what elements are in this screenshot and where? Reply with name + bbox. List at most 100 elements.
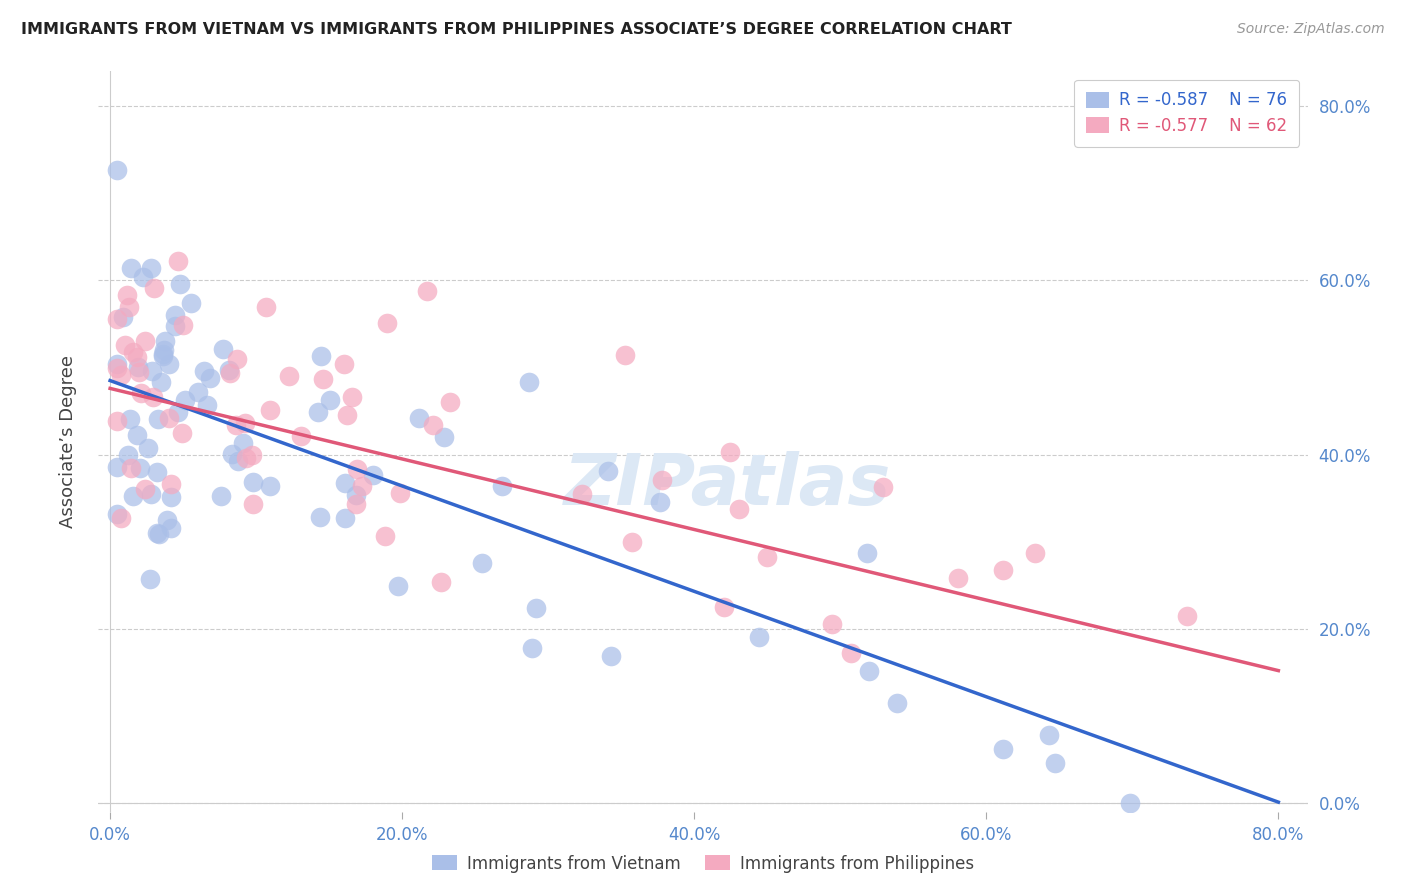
Point	[149, 375, 172, 389]
Point	[134, 334, 156, 348]
Point	[748, 630, 770, 644]
Point	[233, 416, 256, 430]
Point	[318, 393, 340, 408]
Point	[120, 261, 142, 276]
Point	[1038, 728, 1060, 742]
Point	[839, 646, 862, 660]
Point	[127, 350, 149, 364]
Point	[333, 510, 356, 524]
Point	[148, 411, 170, 425]
Point	[290, 429, 312, 443]
Point	[388, 486, 411, 500]
Point	[110, 368, 132, 382]
Point	[571, 486, 593, 500]
Point	[600, 648, 623, 663]
Point	[107, 358, 129, 372]
Point	[429, 574, 451, 589]
Text: Source: ZipAtlas.com: Source: ZipAtlas.com	[1237, 22, 1385, 37]
Point	[193, 364, 215, 378]
Point	[342, 390, 364, 404]
Point	[218, 363, 240, 377]
Point	[232, 435, 254, 450]
Point	[111, 310, 134, 325]
Point	[129, 386, 152, 401]
Point	[120, 461, 142, 475]
Point	[219, 366, 242, 380]
Point	[991, 563, 1014, 577]
Point	[333, 357, 356, 371]
Point	[107, 413, 129, 427]
Point	[152, 349, 174, 363]
Point	[416, 284, 439, 298]
Point	[107, 507, 129, 521]
Point	[439, 395, 461, 409]
Point	[163, 319, 186, 334]
Point	[718, 444, 741, 458]
Text: ZIPatlas: ZIPatlas	[564, 451, 891, 520]
Point	[333, 476, 356, 491]
Point	[114, 338, 136, 352]
Point	[160, 521, 183, 535]
Point	[651, 473, 673, 487]
Point	[107, 312, 129, 326]
Point	[254, 300, 277, 314]
Point	[235, 451, 257, 466]
Point	[517, 375, 540, 389]
Point	[259, 479, 281, 493]
Point	[374, 529, 396, 543]
Point	[110, 511, 132, 525]
Point	[471, 556, 494, 570]
Point	[886, 696, 908, 710]
Point	[377, 316, 399, 330]
Point	[727, 502, 749, 516]
Point	[620, 535, 643, 549]
Point	[240, 448, 263, 462]
Point	[1119, 796, 1142, 810]
Point	[143, 281, 166, 295]
Point	[121, 345, 143, 359]
Point	[307, 405, 329, 419]
Point	[157, 357, 180, 371]
Point	[163, 308, 186, 322]
Point	[166, 405, 188, 419]
Point	[117, 288, 139, 302]
Point	[228, 454, 250, 468]
Point	[1175, 609, 1198, 624]
Point	[1024, 546, 1046, 560]
Point	[187, 385, 209, 400]
Point	[173, 392, 195, 407]
Point	[821, 617, 844, 632]
Point	[422, 417, 444, 432]
Legend: R = -0.587    N = 76, R = -0.577    N = 62: R = -0.587 N = 76, R = -0.577 N = 62	[1074, 79, 1299, 146]
Point	[433, 430, 456, 444]
Point	[142, 390, 165, 404]
Point	[408, 410, 430, 425]
Point	[132, 270, 155, 285]
Point	[387, 579, 409, 593]
Point	[259, 403, 281, 417]
Point	[179, 296, 201, 310]
Point	[598, 465, 620, 479]
Point	[336, 409, 359, 423]
Point	[309, 349, 332, 363]
Point	[141, 364, 163, 378]
Point	[346, 497, 368, 511]
Point	[344, 487, 367, 501]
Point	[522, 640, 544, 655]
Point	[122, 489, 145, 503]
Point	[128, 366, 150, 380]
Point	[156, 512, 179, 526]
Point	[146, 465, 169, 479]
Point	[107, 163, 129, 178]
Point	[872, 480, 894, 494]
Point	[127, 427, 149, 442]
Point	[107, 360, 129, 375]
Point	[221, 447, 243, 461]
Point	[170, 425, 193, 440]
Point	[160, 476, 183, 491]
Point	[361, 468, 384, 483]
Point	[211, 342, 233, 356]
Point	[225, 417, 247, 432]
Point	[134, 482, 156, 496]
Point	[242, 475, 264, 489]
